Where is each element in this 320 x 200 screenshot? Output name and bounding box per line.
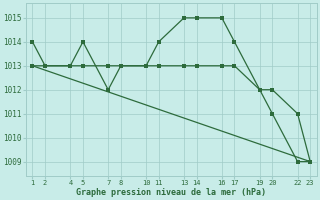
X-axis label: Graphe pression niveau de la mer (hPa): Graphe pression niveau de la mer (hPa) bbox=[76, 188, 266, 197]
